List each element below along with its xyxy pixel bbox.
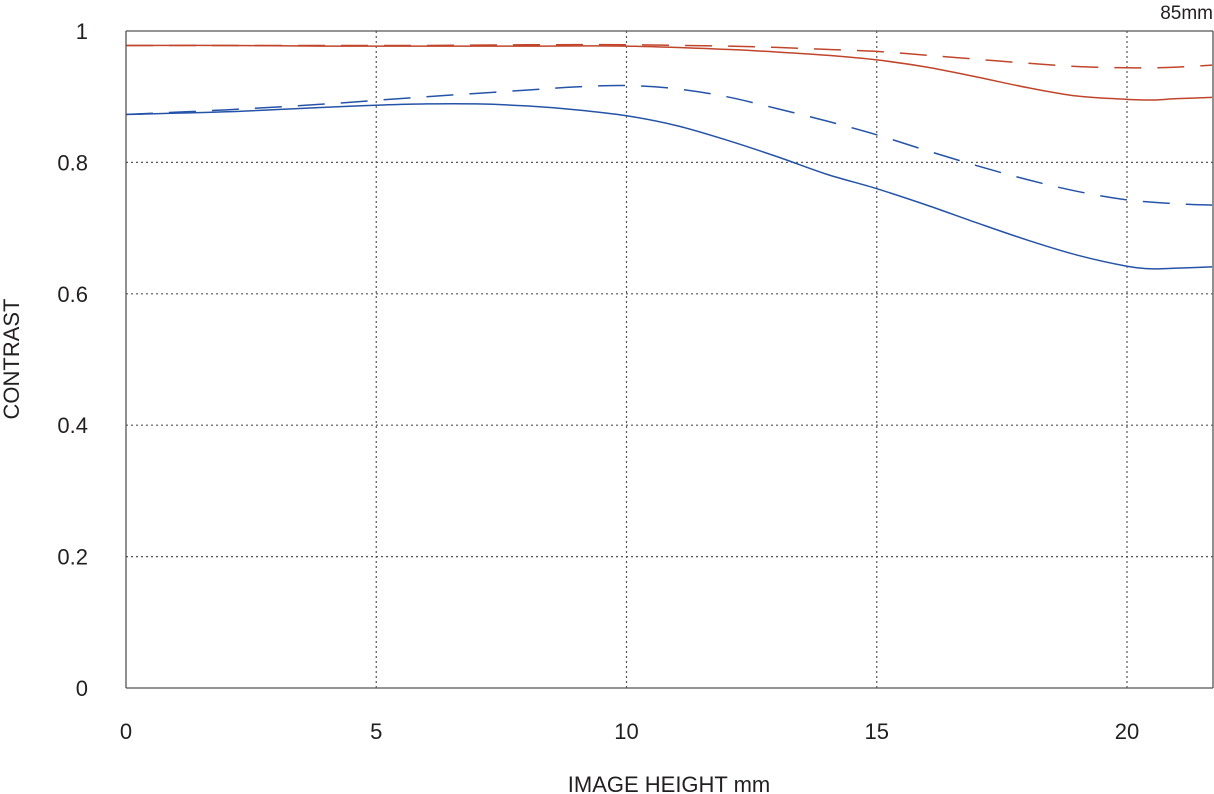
x-tick-labels: 0 5 10 15 20 bbox=[120, 719, 1139, 744]
y-tick-label: 0.4 bbox=[57, 413, 88, 438]
y-tick-label: 1 bbox=[76, 19, 88, 44]
y-tick-label: 0 bbox=[76, 676, 88, 701]
mtf-curve-solid-3 bbox=[125, 102, 1213, 270]
y-tick-label: 0.2 bbox=[57, 545, 88, 570]
y-tick-labels: 0 0.2 0.4 0.6 0.8 1 bbox=[57, 19, 88, 701]
mtf-curve-dashed-4 bbox=[125, 84, 1213, 206]
x-tick-label: 5 bbox=[370, 719, 382, 744]
x-tick-label: 15 bbox=[865, 719, 889, 744]
x-tick-label: 20 bbox=[1115, 719, 1139, 744]
plot-frame bbox=[125, 30, 1214, 689]
x-tick-label: 0 bbox=[120, 719, 132, 744]
focal-length-label: 85mm bbox=[1160, 3, 1213, 24]
x-axis-title: IMAGE HEIGHT mm bbox=[568, 772, 771, 794]
grid bbox=[126, 31, 1213, 688]
mtf-curves bbox=[125, 43, 1213, 270]
y-tick-label: 0.8 bbox=[57, 150, 88, 175]
x-tick-label: 10 bbox=[614, 719, 638, 744]
mtf-curve-solid-1 bbox=[125, 44, 1213, 101]
y-axis-title: CONTRAST bbox=[0, 299, 24, 420]
mtf-curve-dashed-2 bbox=[126, 43, 1213, 69]
y-tick-label: 0.6 bbox=[57, 282, 88, 307]
